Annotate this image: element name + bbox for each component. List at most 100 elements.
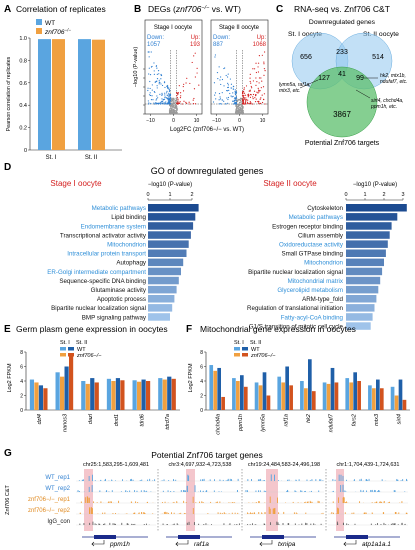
volcano-point (250, 82, 252, 84)
volcano-point (221, 78, 224, 81)
track-signal (382, 512, 384, 514)
track-signal (406, 512, 408, 514)
panel-f-title: Mitochondrial gene expression in oocytes (200, 324, 356, 334)
track-signal (393, 524, 395, 525)
volcano-point (241, 108, 244, 110)
track-signal (359, 501, 361, 503)
volcano-point (255, 98, 257, 100)
volcano-point (249, 77, 251, 79)
venn-pointer-bottom (355, 89, 371, 99)
expression-bar (254, 382, 259, 410)
track-signal (114, 523, 116, 525)
track-signal (287, 479, 289, 481)
volcano-2-down-count: 887 (213, 42, 224, 48)
volcano-1-up: Up: (191, 35, 201, 41)
volcano-point (169, 90, 171, 92)
tss-arrow (343, 540, 357, 547)
track-signal (104, 512, 106, 514)
track-signal (311, 490, 312, 492)
track-signal (309, 480, 311, 481)
panel-letter-g: G (4, 448, 12, 459)
panel-a-ytick-label: 0 (24, 148, 27, 154)
track-signal (287, 490, 289, 492)
volcano-point (237, 105, 239, 108)
go-axis-tick-label: 3 (401, 192, 404, 198)
track-signal (337, 507, 339, 514)
track-signal (84, 497, 86, 503)
volcano-point (238, 101, 241, 104)
volcano-point (158, 102, 160, 104)
track-signal (276, 521, 278, 525)
go-bar (148, 258, 184, 267)
volcano-point (155, 80, 158, 83)
legend-swatch (60, 347, 66, 351)
track-signal (143, 490, 145, 492)
track-signal (130, 501, 132, 503)
track-signal (346, 523, 348, 525)
track-signal (374, 489, 376, 492)
volcano-point (169, 108, 171, 111)
volcano-point (254, 97, 256, 99)
expression-bar (85, 383, 90, 410)
track-signal (231, 479, 232, 481)
venn-count-f: 99 (356, 75, 364, 82)
volcano-point (240, 113, 242, 115)
venn-genes-right: hk2, mtx1b, (380, 73, 406, 79)
track-signal (338, 474, 340, 481)
bar-ytick-label: 6 (200, 365, 203, 371)
tss-arrow (259, 540, 273, 547)
volcano-point (153, 62, 155, 64)
track-signal (344, 490, 346, 492)
track-signal (89, 507, 90, 514)
volcano-point (167, 100, 170, 102)
track-signal (209, 479, 211, 481)
gene-name: raf1a (194, 541, 209, 548)
track-signal (163, 479, 165, 481)
track-signal (402, 479, 404, 481)
expression-bar (281, 382, 286, 410)
volcano-point (243, 88, 245, 91)
track-signal (127, 523, 129, 525)
volcano-point (161, 94, 163, 96)
expression-bar (368, 385, 372, 410)
go-bar (346, 240, 388, 248)
go-term-label: Bipartite nuclear localization signal (51, 305, 146, 312)
volcano-point (196, 72, 198, 74)
track-signal (185, 490, 186, 492)
track-signal (320, 479, 322, 481)
venn-genes-left: lymn5a, raf1a, (279, 82, 311, 88)
track-signal (342, 497, 344, 503)
volcano-point (151, 84, 153, 86)
volcano-point (160, 83, 162, 85)
panel-letter-d: D (4, 162, 11, 173)
volcano-point (147, 87, 149, 89)
volcano-point (226, 89, 228, 92)
track-signal (265, 490, 267, 492)
track-signal (188, 475, 190, 481)
volcano-point (148, 94, 151, 96)
volcano-point (238, 110, 240, 112)
track-signal (345, 491, 347, 492)
track-signal (376, 491, 378, 492)
track-signal (105, 478, 106, 481)
track-signal (167, 524, 168, 525)
volcano-point (214, 94, 216, 96)
track-signal (353, 479, 355, 481)
track-signal (176, 501, 178, 503)
track-signal (237, 512, 239, 514)
volcano-point (176, 96, 178, 99)
volcano-point (177, 92, 179, 94)
track-signal (333, 512, 334, 514)
volcano-point (151, 95, 153, 97)
expression-bar (236, 381, 240, 410)
volcano-point (240, 101, 242, 103)
volcano-point (153, 70, 155, 72)
go-term-label: Small GTPase binding (281, 251, 343, 258)
volcano-point (154, 81, 157, 83)
track-signal (304, 490, 306, 492)
gene-label: ppm1h (238, 414, 244, 432)
track-signal (147, 479, 149, 481)
track-signal (112, 523, 114, 525)
volcano-point (168, 98, 171, 100)
